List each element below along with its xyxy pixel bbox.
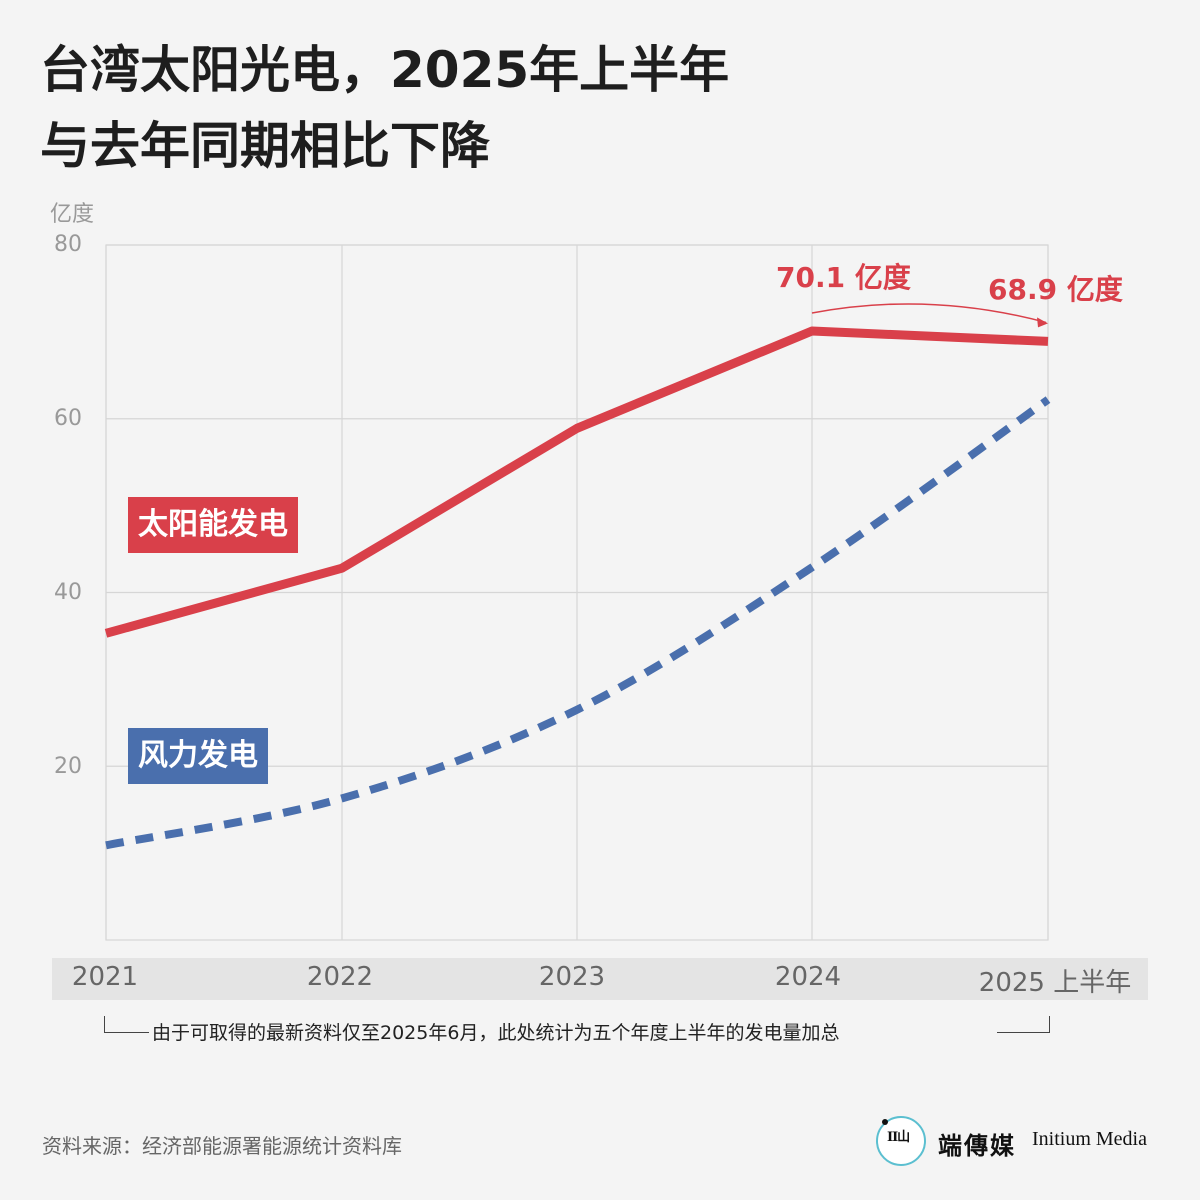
solar-series-label: 太阳能发电 [128,497,298,553]
chart-series [104,326,1051,850]
arrow-curve [811,303,1047,324]
x-tick-label: 2023 [538,962,606,992]
logo-dot [882,1119,888,1125]
note-bracket-right [997,1016,1050,1033]
y-tick-label: 40 [54,580,82,605]
brand-logo: ΙΙ山 端傳媒 Initium Media [876,1116,1176,1166]
initium-logo-icon: ΙΙ山 [876,1116,926,1166]
x-axis-band [52,958,1148,1000]
x-tick-label: 2024 [774,962,842,992]
data-source: 资料来源：经济部能源署能源统计资料库 [42,1134,402,1158]
y-tick-label: 80 [54,232,82,257]
y-tick-label: 60 [54,406,82,431]
x-tick-label: 2025 上半年 [978,968,1132,998]
x-tick-label: 2021 [71,962,139,992]
annotation-2025: 68.9 亿度 [988,273,1123,306]
brand-name-en: Initium Media [1032,1128,1147,1150]
solar-series-line [104,326,1049,638]
note-text: 由于可取得的最新资料仅至2025年6月，此处统计为五个年度上半年的发电量加总 [152,1022,840,1044]
logo-mark: ΙΙ山 [887,1130,910,1145]
note-bracket-left [104,1016,149,1033]
title-line-2: 与去年同期相比下降 [40,117,490,175]
wind-series-line [105,396,1051,850]
wind-series-label: 风力发电 [128,728,268,784]
chart-title: 台湾太阳光电，2025年上半年 与去年同期相比下降 [40,32,729,184]
change-arrow [811,303,1048,328]
footnote: 由于可取得的最新资料仅至2025年6月，此处统计为五个年度上半年的发电量加总 [104,1016,1050,1044]
x-tick-label: 2022 [306,962,374,992]
annotation-2024: 70.1 亿度 [776,261,911,294]
brand-name-cn: 端傳媒 [938,1131,1016,1160]
arrow-head-icon [1037,317,1048,328]
chart-grid [105,244,1049,941]
y-tick-label: 20 [54,754,82,779]
y-axis-unit: 亿度 [50,202,95,227]
title-line-1: 台湾太阳光电，2025年上半年 [40,41,730,99]
